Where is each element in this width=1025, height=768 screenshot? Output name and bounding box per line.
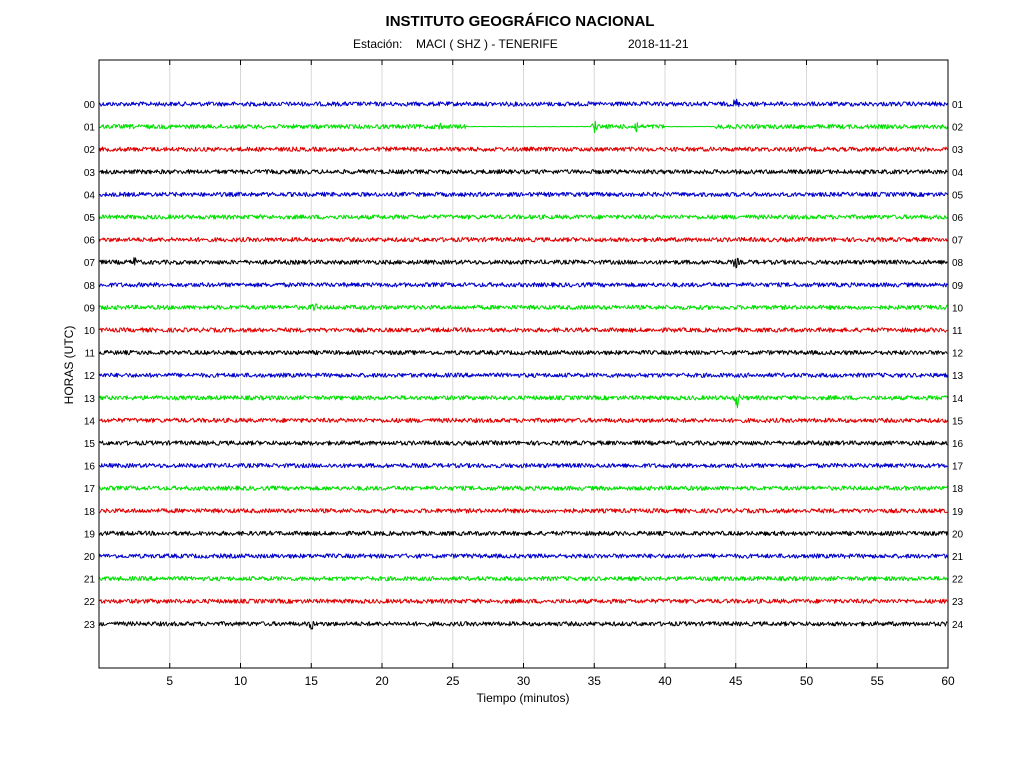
x-tick-label: 30: [517, 674, 531, 688]
hour-label-right: 16: [952, 439, 964, 450]
hour-label-right: 02: [952, 123, 964, 134]
hour-label-left: 09: [84, 303, 96, 314]
x-tick-label: 5: [166, 674, 173, 688]
trace-hour-16: [98, 462, 948, 469]
trace-hour-21: [98, 575, 948, 582]
x-tick-label: 10: [234, 674, 248, 688]
x-tick-label: 60: [941, 674, 955, 688]
trace-hour-20: [98, 553, 948, 559]
trace-hour-06: [98, 236, 948, 243]
hour-label-right: 21: [952, 552, 964, 563]
hour-label-right: 07: [952, 236, 964, 247]
hour-label-left: 17: [84, 484, 96, 495]
trace-hour-22: [98, 598, 948, 604]
hour-label-left: 07: [84, 258, 96, 269]
hour-label-left: 02: [84, 145, 96, 156]
hour-label-left: 11: [85, 349, 96, 360]
hour-label-left: 18: [84, 507, 96, 518]
trace-hour-04: [98, 191, 948, 198]
trace-hour-02: [98, 146, 948, 152]
trace-hour-18: [99, 508, 948, 514]
hour-label-right: 05: [952, 190, 964, 201]
hour-label-left: 04: [84, 190, 96, 201]
hour-label-right: 10: [952, 303, 964, 314]
hour-label-right: 01: [952, 100, 964, 111]
trace-hour-17: [98, 485, 948, 491]
hour-label-right: 04: [952, 168, 964, 179]
hour-label-left: 00: [84, 100, 96, 111]
hour-label-left: 20: [84, 552, 96, 563]
hour-label-right: 06: [952, 213, 964, 224]
hour-label-left: 19: [84, 529, 96, 540]
x-axis-label: Tiempo (minutos): [477, 691, 570, 705]
trace-hour-03: [98, 169, 948, 175]
trace-hour-13: [98, 393, 948, 409]
grid-lines: [169, 60, 878, 668]
hour-label-left: 16: [84, 462, 96, 473]
hour-label-left: 13: [84, 394, 96, 405]
hour-label-right: 08: [952, 258, 964, 269]
hour-label-left: 01: [84, 123, 96, 134]
station-label: Estación:: [353, 37, 402, 51]
station-name: MACI ( SHZ ) - TENERIFE: [416, 37, 558, 51]
hour-label-left: 21: [84, 575, 96, 586]
y-axis-label: HORAS (UTC): [62, 326, 76, 405]
hour-label-right: 03: [952, 145, 964, 156]
hour-label-right: 09: [952, 281, 964, 292]
trace-hour-23: [98, 620, 948, 630]
trace-hour-00: [98, 98, 948, 108]
hour-label-right: 22: [952, 575, 964, 586]
hour-label-right: 12: [952, 349, 964, 360]
hour-label-left: 15: [84, 439, 96, 450]
x-tick-label: 15: [305, 674, 319, 688]
hour-label-left: 23: [84, 620, 96, 631]
hour-labels-left: 00 01 02 03 04 05 06 07 08 09 10 11 12 13 14 15 16 17 18 19…: [84, 100, 96, 631]
trace-layer: [98, 98, 948, 630]
hour-label-right: 23: [952, 597, 964, 608]
trace-hour-07: [98, 257, 948, 269]
hour-label-right: 19: [952, 507, 964, 518]
x-tick-label: 45: [729, 674, 743, 688]
hour-label-left: 03: [84, 168, 96, 179]
hour-labels-right: 01 02 03 04 05 06 07 08 09 10 11 12 13 14 15 16 17 18 19 20…: [952, 100, 964, 631]
trace-hour-19: [98, 530, 948, 537]
hour-label-right: 20: [952, 529, 964, 540]
trace-hour-08: [98, 282, 948, 288]
chart-title: INSTITUTO GEOGRÁFICO NACIONAL: [386, 13, 655, 30]
chart-date: 2018-11-21: [628, 37, 689, 51]
hour-label-left: 12: [84, 371, 96, 382]
trace-hour-01: [98, 120, 948, 133]
trace-hour-09: [98, 303, 948, 311]
hour-label-right: 24: [952, 620, 964, 631]
x-tick-label: 20: [375, 674, 389, 688]
hour-label-left: 22: [84, 597, 96, 608]
hour-label-left: 10: [84, 326, 96, 337]
hour-label-right: 15: [952, 416, 964, 427]
hour-label-right: 11: [952, 326, 963, 337]
hour-label-right: 14: [952, 394, 964, 405]
hour-label-left: 14: [84, 416, 96, 427]
hour-label-right: 18: [952, 484, 964, 495]
trace-hour-12: [98, 372, 948, 378]
hour-label-right: 17: [952, 462, 964, 473]
trace-hour-15: [98, 440, 948, 446]
hour-label-left: 08: [84, 281, 96, 292]
x-tick-label: 55: [871, 674, 885, 688]
x-tick-label: 50: [800, 674, 814, 688]
trace-hour-10: [98, 327, 948, 333]
hour-label-left: 05: [84, 213, 96, 224]
x-axis-ticks: 5 10 15 20 25 30 35 40 45 50 55 60: [166, 60, 955, 688]
hour-label-left: 06: [84, 236, 96, 247]
x-tick-label: 35: [588, 674, 602, 688]
trace-hour-05: [98, 214, 948, 220]
trace-hour-14: [98, 417, 948, 424]
trace-hour-11: [98, 349, 948, 356]
x-tick-label: 25: [446, 674, 460, 688]
x-tick-label: 40: [658, 674, 672, 688]
hour-label-right: 13: [952, 371, 964, 382]
